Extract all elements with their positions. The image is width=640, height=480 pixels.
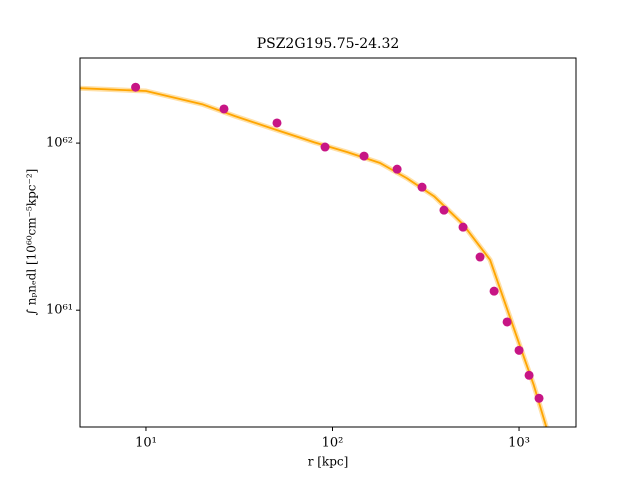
data-point: [502, 317, 512, 327]
x-tick-label: 10²: [322, 436, 344, 451]
data-point: [514, 345, 524, 355]
data-point: [458, 222, 468, 232]
data-point: [359, 151, 369, 161]
chart-title: PSZ2G195.75-24.32: [257, 36, 400, 52]
plot-area: [80, 82, 549, 427]
data-point: [272, 118, 282, 128]
x-axis-label: r [kpc]: [308, 455, 349, 469]
data-point: [524, 370, 534, 380]
x-tick-label: 10³: [508, 436, 530, 451]
data-point: [439, 205, 449, 215]
data-point: [219, 104, 229, 114]
y-tick-label: 10⁶¹: [46, 303, 73, 318]
data-point: [475, 252, 485, 262]
y-axis-label: ∫ nₚnₑdl [10⁶⁰cm⁻⁵kpc⁻²]: [25, 169, 39, 316]
data-point: [320, 142, 330, 152]
fit-line: [80, 87, 548, 427]
data-point: [392, 164, 402, 174]
data-point: [417, 182, 427, 192]
data-point: [534, 393, 544, 403]
data-point: [489, 286, 499, 296]
axes-frame: [79, 57, 577, 428]
data-point: [131, 82, 141, 92]
y-tick-label: 10⁶²: [46, 136, 73, 151]
x-tick-label: 10¹: [135, 436, 157, 451]
